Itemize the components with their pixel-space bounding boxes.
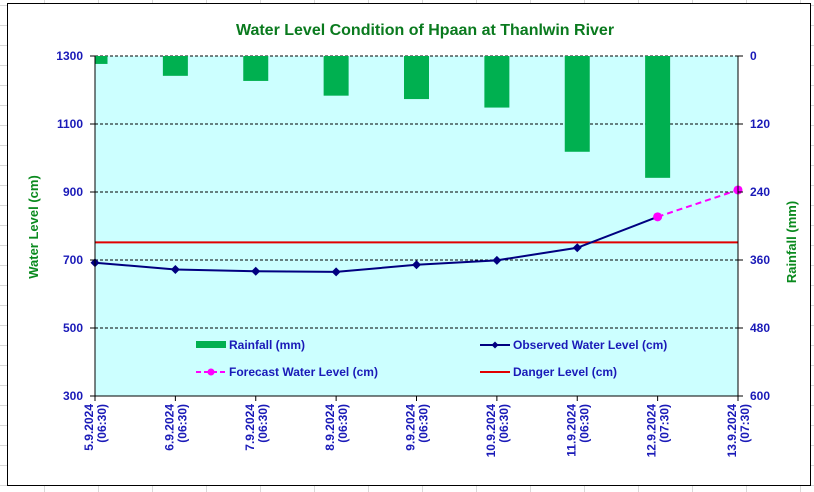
right-tick-label: 480 <box>750 321 770 335</box>
plot-area: 300 500 700 900 1100 1300 0 120 240 360 480 600 5.9.… <box>56 49 770 457</box>
left-tick-label: 700 <box>63 253 83 267</box>
left-tick-label: 300 <box>63 389 83 403</box>
x-tick-label-time: (07:30) <box>658 404 672 443</box>
observed-point <box>170 265 180 275</box>
plot-background <box>95 56 738 396</box>
rainfall-bar <box>564 56 590 152</box>
legend-rainfall-label: Rainfall (mm) <box>229 338 305 352</box>
x-tick-label-time: (06:30) <box>417 404 431 443</box>
x-tick-label: 12.9.2024 <box>645 404 659 458</box>
x-tick-label: 13.9.2024 <box>725 404 739 458</box>
x-tick-label: 10.9.2024 <box>484 404 498 458</box>
x-tick-label-time: (06:30) <box>95 404 109 443</box>
right-tick-label: 600 <box>750 389 770 403</box>
observed-point <box>492 255 502 265</box>
x-tick-label: 5.9.2024 <box>82 404 96 451</box>
legend-observed-label: Observed Water Level (cm) <box>513 338 667 352</box>
rainfall-bar <box>95 56 108 64</box>
right-axis-title: Rainfall (mm) <box>784 201 799 283</box>
left-tick-label: 1100 <box>57 117 83 131</box>
chart-title: Water Level Condition of Hpaan at Thanlw… <box>236 22 614 39</box>
observed-point <box>572 243 582 253</box>
right-tick-label: 240 <box>750 185 770 199</box>
x-tick-label-time: (06:30) <box>256 404 270 443</box>
x-tick-label-time: (06:30) <box>577 404 591 443</box>
rainfall-bar <box>404 56 429 100</box>
x-tick-label: 11.9.2024 <box>564 404 578 457</box>
rainfall-bar <box>162 56 188 76</box>
legend-danger-label: Danger Level (cm) <box>513 365 617 379</box>
x-tick-label: 7.9.2024 <box>243 404 257 451</box>
observed-point <box>412 260 421 270</box>
right-tick-label: 360 <box>750 253 770 267</box>
rainfall-bar <box>323 56 349 96</box>
left-tick-label: 500 <box>63 321 83 335</box>
x-tick-label-time: (06:30) <box>497 404 511 443</box>
x-tick-label-time: (06:30) <box>175 404 189 443</box>
x-tick-label-time: (07:30) <box>738 404 752 443</box>
observed-point <box>331 267 341 277</box>
legend: Rainfall (mm) Observed Water Level (cm) Fo… <box>196 338 667 379</box>
legend-forecast-marker <box>207 368 215 376</box>
rainfall-bar <box>484 56 510 108</box>
left-tick-label: 1300 <box>56 49 83 63</box>
legend-forecast-label: Forecast Water Level (cm) <box>229 365 378 379</box>
forecast-line <box>657 189 739 218</box>
rainfall-bar <box>645 56 671 178</box>
observed-line <box>94 215 658 273</box>
legend-observed-marker <box>491 341 499 349</box>
right-tick-label: 120 <box>750 117 770 131</box>
legend-rainfall-swatch <box>196 341 226 348</box>
x-tick-label: 9.9.2024 <box>404 404 418 451</box>
left-tick-label: 900 <box>63 185 83 199</box>
x-tick-label: 8.9.2024 <box>323 404 337 451</box>
forecast-point <box>653 212 663 222</box>
bars-group <box>95 56 671 178</box>
x-tick-label-time: (06:30) <box>336 404 350 443</box>
right-tick-label: 0 <box>750 49 757 63</box>
x-tick-label: 6.9.2024 <box>162 404 176 451</box>
left-axis-title: Water Level (cm) <box>26 175 41 279</box>
rainfall-bar <box>243 56 269 81</box>
observed-point <box>251 266 261 276</box>
